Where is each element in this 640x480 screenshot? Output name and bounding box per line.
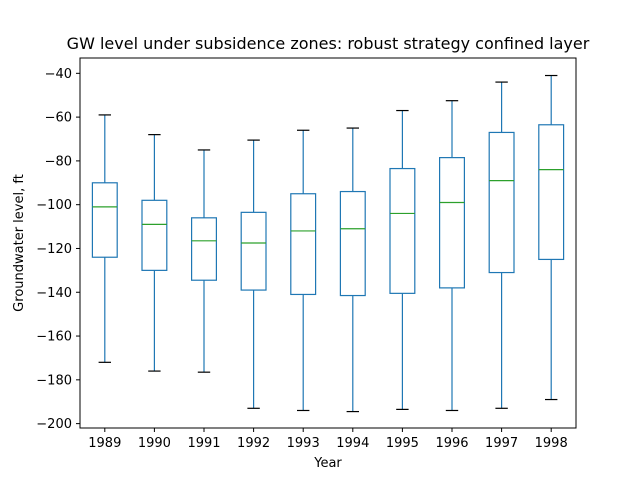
box-1991	[191, 149, 218, 373]
x-tick-label: 1992	[237, 436, 270, 451]
y-tick-label: −60	[45, 111, 72, 126]
y-tick-label: −180	[36, 373, 72, 388]
x-tick-label: 1989	[88, 436, 121, 451]
y-tick-label: −100	[36, 198, 72, 213]
y-tick-label: −140	[36, 286, 72, 301]
box-1997	[488, 81, 515, 409]
x-tick-label: 1998	[535, 436, 568, 451]
x-tick-label: 1990	[138, 436, 171, 451]
box-iqr	[191, 217, 218, 281]
x-tick-label: 1994	[336, 436, 369, 451]
axes-frame	[79, 57, 577, 429]
box-1996	[439, 100, 466, 412]
box-1998	[538, 74, 565, 401]
box-iqr	[339, 190, 366, 297]
y-tick-label: −40	[45, 67, 72, 82]
box-iqr	[439, 157, 466, 289]
box-iqr	[141, 199, 168, 271]
y-tick-label: −80	[45, 154, 72, 169]
y-tick-label: −160	[36, 330, 72, 345]
box-iqr	[389, 167, 416, 294]
y-tick-label: −120	[36, 242, 72, 257]
box-iqr	[240, 211, 267, 291]
x-axis: 1989 1990 1991 1992 1993 1994 1995 1996 1997 1998	[88, 428, 568, 451]
box-1989	[91, 114, 118, 363]
x-tick-label: 1997	[485, 436, 518, 451]
box-1995	[389, 109, 416, 410]
box-1994	[339, 127, 366, 413]
x-tick-label: 1993	[287, 436, 320, 451]
y-axis: −40 −60 −80 −100 −120 −140 −160 −180 −200	[36, 67, 80, 432]
box-iqr	[538, 124, 565, 261]
x-tick-label: 1996	[435, 436, 468, 451]
chart-title: GW level under subsidence zones: robust …	[67, 34, 590, 53]
box-iqr	[488, 131, 515, 274]
box-1992	[240, 139, 267, 409]
box-iqr	[290, 193, 317, 296]
box-1993	[290, 129, 317, 412]
x-tick-label: 1995	[386, 436, 419, 451]
y-tick-label: −200	[36, 417, 72, 432]
x-tick-label: 1991	[187, 436, 220, 451]
x-axis-label: Year	[313, 456, 342, 471]
box-1990	[141, 134, 168, 372]
y-axis-label: Groundwater level, ft	[12, 174, 27, 312]
box-iqr	[91, 182, 118, 258]
plot-area	[91, 74, 565, 413]
